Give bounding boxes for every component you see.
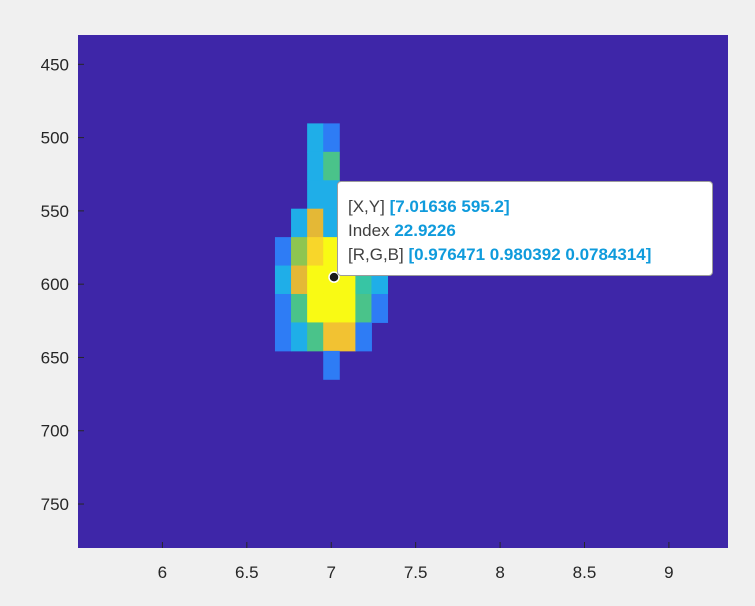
datatip-box[interactable]: [X,Y] [7.01636 595.2] Index 22.9226 [R,G… [337,181,713,276]
heatmap-cell[interactable] [323,180,340,210]
heatmap-cell[interactable] [307,265,324,295]
heatmap-cell[interactable] [291,322,308,352]
x-tick-label: 8.5 [573,563,597,582]
heatmap-cell[interactable] [274,293,292,323]
x-tick-label: 8 [495,563,504,582]
heatmap-cell[interactable] [291,293,308,323]
y-axis-ticks: 450 500 550 600 650 700 750 [41,55,84,514]
datatip-xy-value: [7.01636 595.2] [389,197,510,216]
datatip-rgb-value: [0.976471 0.980392 0.0784314] [408,245,652,264]
datatip-rgb-line: [R,G,B] [0.976471 0.980392 0.0784314] [348,243,702,267]
heatmap-cell[interactable] [323,293,340,323]
y-tick-label: 550 [41,202,69,221]
y-tick-label: 750 [41,495,69,514]
heatmap-cell[interactable] [371,293,389,323]
heatmap-cell[interactable] [291,208,308,238]
heatmap-cell[interactable] [355,293,372,323]
heatmap-cell[interactable] [274,265,292,295]
y-tick-label: 600 [41,275,69,294]
datatip-index-label: Index [348,221,390,240]
heatmap-cell[interactable] [291,265,308,295]
y-tick-label: 650 [41,348,69,367]
y-tick-label: 500 [41,129,69,148]
heatmap-cell[interactable] [307,180,324,210]
heatmap-cell[interactable] [323,208,340,238]
datatip-rgb-label: [R,G,B] [348,245,404,264]
heatmap-cell[interactable] [307,123,324,153]
x-tick-label: 7 [327,563,336,582]
heatmap-cell[interactable] [339,293,356,323]
heatmap-cell[interactable] [307,293,324,323]
heatmap-cell[interactable] [323,322,340,352]
datatip-marker[interactable] [328,271,340,283]
x-axis-ticks: 6 6.5 7 7.5 8 8.5 9 [158,542,674,582]
datatip-index-line: Index 22.9226 [348,219,702,243]
x-tick-label: 6.5 [235,563,259,582]
datatip-xy-label: [X,Y] [348,197,385,216]
heatmap-cells [274,123,389,380]
heatmap-cell[interactable] [339,322,356,352]
plot-area[interactable] [78,35,728,548]
heatmap-cell[interactable] [323,350,340,380]
heatmap-cell[interactable] [307,208,324,238]
heatmap-cell[interactable] [323,151,340,181]
heatmap-cell[interactable] [307,322,324,352]
datatip-marker-group [328,271,340,283]
y-tick-label: 450 [41,55,69,74]
heatmap-cell[interactable] [323,123,340,153]
datatip-xy-line: [X,Y] [7.01636 595.2] [348,195,702,219]
y-tick-label: 700 [41,422,69,441]
heatmap-cell[interactable] [307,151,324,181]
heatmap-cell[interactable] [274,322,292,352]
datatip-index-value: 22.9226 [394,221,456,240]
x-tick-label: 9 [664,563,673,582]
x-tick-label: 6 [158,563,167,582]
heatmap-cell[interactable] [323,237,340,267]
x-tick-label: 7.5 [404,563,428,582]
heatmap-cell[interactable] [291,237,308,267]
heatmap-cell[interactable] [307,237,324,267]
heatmap-cell[interactable] [274,237,292,267]
heatmap-cell[interactable] [355,322,372,352]
